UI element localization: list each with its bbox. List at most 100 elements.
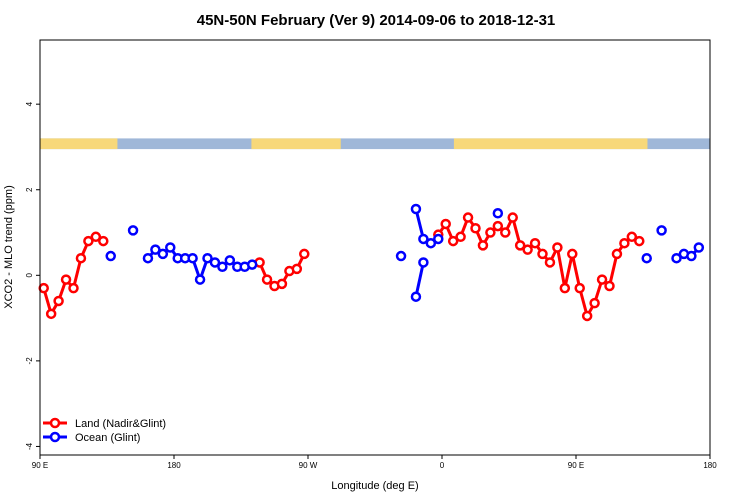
series-1-point-2-0 — [142, 252, 154, 264]
series-0-point-0-6 — [83, 235, 94, 247]
series-0-point-2-2 — [447, 235, 459, 247]
y-tick-label-0: -4 — [25, 442, 34, 450]
series-1-point-5-2 — [425, 237, 437, 249]
series-0-point-2-12 — [522, 244, 533, 255]
series-1-point-6-0 — [492, 208, 504, 219]
series-0-point-2-5 — [470, 222, 481, 234]
series-0-point-2-15 — [544, 257, 556, 268]
y-axis-label: XCO2 - MLO trend (ppm) — [3, 185, 15, 308]
series-0-line-2 — [437, 216, 641, 318]
series-0-point-2-4 — [462, 212, 474, 223]
land-band-1 — [251, 138, 341, 150]
series-1-point-5-0 — [410, 203, 422, 215]
series-1-line-4 — [414, 262, 425, 298]
legend-ocean-label: Ocean (Glint) — [75, 432, 140, 444]
series-0-point-2-16 — [552, 242, 563, 253]
x-tick-label-0: 90 E — [32, 461, 48, 470]
series-0-point-2-25 — [619, 237, 630, 249]
series-0-point-2-1 — [440, 218, 451, 230]
series-0-point-2-7 — [485, 227, 496, 238]
legend-land-label: Land (Nadir&Glint) — [75, 418, 166, 430]
series-1-point-5-3 — [433, 233, 444, 245]
series-0-point-0-3 — [60, 274, 72, 285]
x-tick-label-3: 0 — [440, 461, 445, 470]
y-tick-label-1: -2 — [25, 357, 34, 365]
series-0-point-1-5 — [291, 263, 303, 275]
legend: Land (Nadir&Glint) Ocean (Glint) — [43, 417, 166, 444]
series-0-point-2-13 — [529, 237, 541, 249]
series-0-point-2-14 — [537, 248, 548, 260]
series-1-point-3-0 — [395, 250, 407, 262]
land-band-0 — [40, 138, 118, 150]
series-0-point-2-9 — [500, 227, 511, 238]
series-0-point-1-3 — [276, 278, 288, 290]
series-1-point-2-6 — [187, 252, 198, 264]
plot-frame — [39, 39, 711, 456]
series-1-point-2-2 — [157, 248, 169, 260]
series-0-point-2-3 — [455, 231, 466, 243]
x-tick-label-1: 180 — [167, 461, 181, 470]
series-1-point-9-2 — [686, 250, 697, 262]
x-tick-label-4: 90 E — [568, 461, 584, 470]
series-1-point-8-0 — [656, 225, 667, 236]
series-0-point-2-24 — [611, 248, 623, 260]
series-1 — [105, 203, 705, 302]
series-1-point-4-1 — [418, 257, 429, 268]
series-1-point-2-14 — [246, 259, 258, 270]
series-0-point-1-6 — [299, 248, 310, 260]
series-0-point-0-5 — [75, 252, 87, 264]
series-0-point-0-0 — [38, 282, 49, 294]
series-1-point-2-3 — [165, 242, 176, 253]
series-0-point-2-18 — [567, 248, 578, 260]
series-layer — [38, 203, 705, 322]
series-0-point-0-7 — [90, 231, 102, 243]
x-tick-label-2: 90 W — [299, 461, 318, 470]
y-tick-label-3: 2 — [25, 187, 34, 192]
y-axis: -4 -2 0 2 4 — [25, 101, 40, 450]
x-tick-label-5: 180 — [703, 461, 717, 470]
series-1-point-5-1 — [418, 233, 429, 245]
series-0-point-2-19 — [574, 282, 585, 294]
series-1-point-7-0 — [641, 252, 652, 264]
series-0-point-1-1 — [261, 274, 273, 285]
series-1-point-2-9 — [209, 257, 221, 268]
series-1-point-2-11 — [224, 255, 236, 266]
series-0-point-2-20 — [581, 310, 593, 322]
series-0-point-2-17 — [559, 282, 571, 294]
series-1-point-2-7 — [194, 274, 206, 285]
series-0-point-2-6 — [477, 240, 489, 251]
series-0-point-2-10 — [507, 212, 518, 223]
series-0-point-0-2 — [53, 295, 64, 307]
series-0-point-0-1 — [45, 308, 57, 320]
series-0-point-2-21 — [589, 297, 600, 309]
series-1-point-2-1 — [150, 244, 161, 255]
series-0-point-2-22 — [596, 274, 608, 285]
series-0-point-2-11 — [514, 240, 526, 251]
series-0-line-0 — [42, 235, 105, 316]
series-0 — [38, 212, 645, 322]
x-axis: 90 E 180 90 W 0 90 E 180 — [32, 455, 717, 470]
land-ocean-bar — [40, 138, 710, 150]
series-1-point-2-8 — [202, 252, 213, 264]
series-1-point-1-0 — [127, 225, 139, 236]
series-1-point-9-3 — [693, 242, 705, 253]
series-0-point-2-26 — [626, 231, 638, 243]
legend-ocean-marker — [49, 431, 61, 443]
series-0-point-2-27 — [634, 235, 645, 247]
y-tick-label-4: 4 — [25, 101, 34, 106]
series-0-point-0-4 — [68, 282, 79, 294]
series-0-point-2-8 — [492, 220, 504, 232]
y-tick-label-2: 0 — [25, 273, 34, 278]
legend-land-marker — [49, 417, 61, 429]
x-axis-label: Longitude (deg E) — [331, 480, 418, 492]
series-1-point-0-0 — [105, 250, 116, 262]
series-0-point-2-23 — [604, 280, 615, 292]
series-0-point-0-8 — [98, 235, 109, 247]
series-1-point-9-0 — [671, 252, 682, 264]
land-band-2 — [453, 138, 648, 150]
series-1-point-4-0 — [410, 291, 422, 302]
chart-title: 45N-50N February (Ver 9) 2014-09-06 to 2… — [197, 12, 556, 29]
series-1-point-2-10 — [217, 261, 228, 273]
ocean-band — [40, 138, 710, 150]
